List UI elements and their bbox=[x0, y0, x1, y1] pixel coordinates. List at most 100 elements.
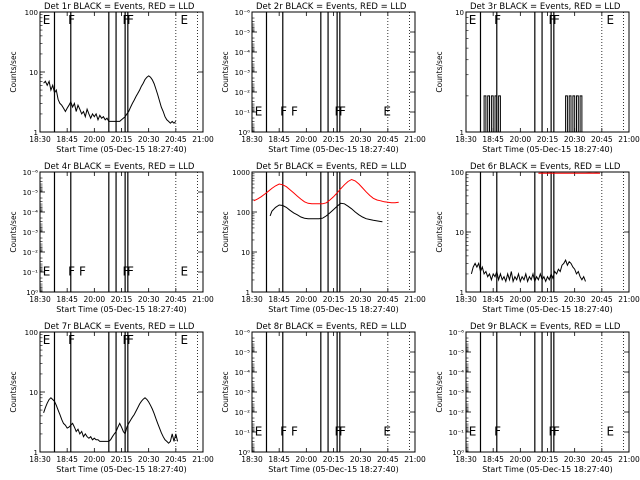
y-tick-label: 1 bbox=[246, 289, 250, 297]
letter-mark: E bbox=[469, 425, 477, 439]
y-tick-label: 10⁰ bbox=[26, 289, 38, 297]
x-tick-label: 20:30 bbox=[350, 455, 372, 464]
letter-mark: E bbox=[180, 13, 188, 27]
y-axis-label: Counts/sec bbox=[435, 51, 444, 92]
y-axis-label: Counts/sec bbox=[9, 371, 18, 412]
letter-mark: F bbox=[127, 265, 134, 279]
x-tick-label: 20:30 bbox=[138, 295, 160, 304]
x-tick-label: 20:30 bbox=[350, 295, 372, 304]
x-tick-label: 18:45 bbox=[482, 455, 504, 464]
x-tick-label: 20:15 bbox=[537, 455, 559, 464]
y-tick-label: 10⁻⁵ bbox=[23, 189, 39, 197]
x-tick-label: 20:15 bbox=[323, 295, 345, 304]
letter-mark: E bbox=[383, 105, 391, 119]
x-tick-label: 21:00 bbox=[404, 295, 426, 304]
x-tick-label: 20:15 bbox=[323, 135, 345, 144]
letter-mark: F bbox=[123, 265, 130, 279]
x-tick-label: 20:30 bbox=[564, 455, 586, 464]
letter-mark: E bbox=[180, 265, 188, 279]
y-tick-label: 10 bbox=[29, 69, 38, 77]
y-tick-label: 10⁻⁶ bbox=[449, 329, 465, 337]
y-tick-label: 10 bbox=[29, 389, 38, 397]
y-tick-label: 1 bbox=[460, 129, 464, 137]
chart-title: Det 7r BLACK = Events, RED = LLD bbox=[44, 322, 195, 332]
chart-title: Det 9r BLACK = Events, RED = LLD bbox=[470, 322, 621, 332]
y-tick-label: 10⁻⁵ bbox=[235, 349, 251, 357]
x-tick-label: 18:30 bbox=[29, 455, 51, 464]
y-tick-label: 10⁻⁵ bbox=[449, 349, 465, 357]
x-tick-label: 20:15 bbox=[111, 135, 133, 144]
y-tick-label: 10⁻² bbox=[23, 249, 39, 257]
x-tick-label: 20:00 bbox=[296, 455, 318, 464]
x-tick-label: 20:15 bbox=[111, 455, 133, 464]
letter-mark: F bbox=[291, 105, 298, 119]
x-tick-label: 20:45 bbox=[165, 295, 187, 304]
x-tick-label: 20:00 bbox=[296, 295, 318, 304]
x-tick-label: 20:00 bbox=[510, 295, 532, 304]
y-tick-label: 10⁻¹ bbox=[235, 429, 251, 437]
x-tick-label: 18:45 bbox=[56, 455, 78, 464]
letter-mark: F bbox=[553, 13, 560, 27]
letter-mark: E bbox=[180, 333, 188, 347]
x-tick-label: 20:45 bbox=[377, 295, 399, 304]
x-tick-label: 18:45 bbox=[268, 295, 290, 304]
chart-panel-det2r: Det 2r BLACK = Events, RED = LLD 18:30 18:… bbox=[221, 2, 426, 154]
plot-frame bbox=[39, 171, 204, 293]
x-tick-label: 18:30 bbox=[241, 455, 263, 464]
y-axis-label: Counts/sec bbox=[9, 211, 18, 252]
letter-mark: F bbox=[549, 425, 556, 439]
y-tick-label: 10⁻³ bbox=[449, 389, 465, 397]
letter-mark: F bbox=[127, 333, 134, 347]
y-tick-label: 100 bbox=[237, 209, 250, 217]
y-tick-label: 10⁻² bbox=[235, 409, 251, 417]
letter-mark: F bbox=[553, 425, 560, 439]
x-tick-label: 18:30 bbox=[455, 455, 477, 464]
letter-mark: E bbox=[606, 425, 614, 439]
y-axis-label: Counts/sec bbox=[9, 51, 18, 92]
y-tick-label: 10⁻⁴ bbox=[235, 49, 251, 57]
y-tick-label: 10⁻³ bbox=[23, 229, 39, 237]
x-axis-label: Start Time (05-Dec-15 18:27:40) bbox=[482, 305, 613, 314]
chart-title: Det 4r BLACK = Events, RED = LLD bbox=[44, 162, 195, 172]
x-axis-label: Start Time (05-Dec-15 18:27:40) bbox=[56, 305, 187, 314]
letter-mark: F bbox=[339, 425, 346, 439]
x-tick-label: 18:30 bbox=[29, 135, 51, 144]
y-tick-label: 10⁻⁴ bbox=[23, 209, 39, 217]
y-axis-label: Counts/sec bbox=[221, 211, 230, 252]
series-line-0 bbox=[483, 95, 583, 133]
x-axis-label: Start Time (05-Dec-15 18:27:40) bbox=[56, 465, 187, 474]
y-tick-label: 10⁻¹ bbox=[449, 429, 465, 437]
x-tick-label: 18:45 bbox=[56, 295, 78, 304]
letter-mark: E bbox=[469, 13, 477, 27]
plot-frame bbox=[465, 171, 630, 293]
x-tick-label: 20:00 bbox=[84, 135, 106, 144]
y-tick-label: 1 bbox=[34, 449, 38, 457]
chart-panel-det7r: Det 7r BLACK = Events, RED = LLD 18:30 18:… bbox=[9, 322, 214, 474]
y-axis-label: Counts/sec bbox=[221, 371, 230, 412]
x-tick-label: 21:00 bbox=[404, 455, 426, 464]
letter-mark: F bbox=[123, 13, 130, 27]
y-tick-label: 10⁻³ bbox=[235, 389, 251, 397]
x-tick-label: 20:15 bbox=[323, 455, 345, 464]
chart-title: Det 1r BLACK = Events, RED = LLD bbox=[44, 2, 195, 12]
y-tick-label: 10⁻⁵ bbox=[235, 29, 251, 37]
letter-mark: F bbox=[494, 13, 501, 27]
chart-title: Det 5r BLACK = Events, RED = LLD bbox=[256, 162, 407, 172]
x-axis-label: Start Time (05-Dec-15 18:27:40) bbox=[268, 465, 399, 474]
plot-frame bbox=[465, 11, 630, 133]
x-tick-label: 20:15 bbox=[537, 295, 559, 304]
series-line-0 bbox=[43, 75, 177, 124]
letter-mark: F bbox=[335, 105, 342, 119]
y-axis-label: Counts/sec bbox=[221, 51, 230, 92]
chart-panel-det8r: Det 8r BLACK = Events, RED = LLD 18:30 18:… bbox=[221, 322, 426, 474]
y-tick-label: 10⁻⁴ bbox=[235, 369, 251, 377]
y-tick-label: 1 bbox=[34, 129, 38, 137]
letter-mark: F bbox=[280, 425, 287, 439]
x-tick-label: 20:45 bbox=[377, 135, 399, 144]
letter-mark: F bbox=[280, 105, 287, 119]
letter-mark: E bbox=[43, 265, 51, 279]
y-tick-label: 10⁻⁴ bbox=[449, 369, 465, 377]
plot-frame bbox=[465, 331, 630, 453]
y-tick-label: 10⁻⁶ bbox=[235, 9, 251, 17]
x-tick-label: 18:30 bbox=[241, 135, 263, 144]
